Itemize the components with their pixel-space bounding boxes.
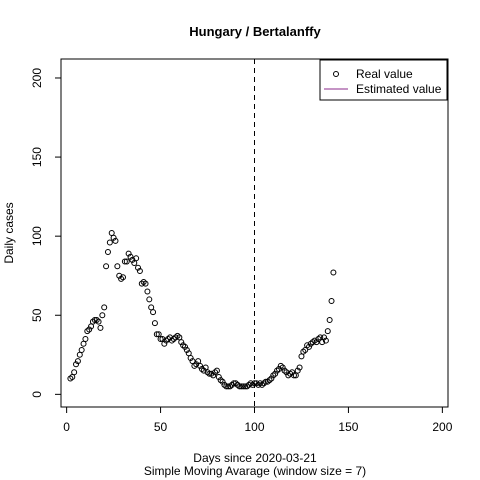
data-point <box>268 375 275 382</box>
data-point <box>251 380 258 387</box>
data-point <box>330 269 337 276</box>
data-point <box>146 296 153 303</box>
legend-real-value-label: Real value <box>356 67 413 81</box>
data-point <box>240 383 247 390</box>
data-point <box>135 264 142 271</box>
data-point <box>129 256 136 263</box>
data-point <box>116 272 123 279</box>
data-point <box>142 280 149 287</box>
data-point <box>99 312 106 319</box>
x-tick-label: 200 <box>432 420 452 434</box>
data-point <box>86 326 93 333</box>
data-point <box>157 335 164 342</box>
legend-estimated-value-label: Estimated value <box>356 82 442 96</box>
data-point <box>230 380 237 387</box>
data-point <box>112 237 119 244</box>
data-point <box>200 367 207 374</box>
data-point <box>313 339 320 346</box>
data-point <box>294 367 301 374</box>
data-point <box>296 364 303 371</box>
y-axis: 0 50 100 150 200 <box>30 68 61 398</box>
data-point <box>82 335 89 342</box>
data-point <box>104 248 111 255</box>
data-point <box>71 369 78 376</box>
data-point <box>290 372 297 379</box>
y-tick-label: 150 <box>30 147 44 167</box>
legend-box <box>319 59 448 101</box>
data-point <box>223 383 230 390</box>
data-point <box>283 369 290 376</box>
data-point <box>213 367 220 374</box>
data-point <box>321 334 328 341</box>
data-point <box>215 373 222 380</box>
data-point <box>136 267 143 274</box>
x-axis-sublabel: Simple Moving Avarage (window size = 7) <box>144 464 366 478</box>
data-point <box>236 383 243 390</box>
data-point <box>197 362 204 369</box>
data-point <box>74 358 81 365</box>
data-point <box>324 328 331 335</box>
data-point <box>150 309 157 316</box>
data-point <box>178 339 185 346</box>
x-axis-label: Days since 2020-03-21 <box>193 451 317 465</box>
data-point <box>153 331 160 338</box>
chart-title: Hungary / Bertalanffy <box>189 24 321 39</box>
data-point <box>78 347 85 354</box>
data-point <box>151 320 158 327</box>
legend: Real value Estimated value <box>319 59 448 101</box>
x-tick-label: 150 <box>338 420 358 434</box>
data-point <box>127 253 134 260</box>
data-point <box>272 370 279 377</box>
data-point <box>187 354 194 361</box>
data-point <box>97 324 104 331</box>
data-point <box>322 337 329 344</box>
data-point <box>225 383 232 390</box>
data-point <box>103 263 110 270</box>
data-point <box>110 234 117 241</box>
data-point <box>326 317 333 323</box>
data-point <box>91 317 98 323</box>
data-point <box>114 263 121 270</box>
data-point <box>95 318 102 325</box>
data-point <box>166 334 173 341</box>
data-point <box>119 274 126 281</box>
data-point <box>289 369 296 376</box>
data-point <box>305 343 312 350</box>
data-point <box>106 239 113 246</box>
legend-real-value-marker <box>333 71 339 77</box>
data-point <box>219 378 226 385</box>
x-axis: 0 50 100 150 200 <box>63 407 453 434</box>
y-tick-label: 50 <box>30 308 44 322</box>
data-point <box>210 372 217 379</box>
data-point <box>328 298 335 305</box>
data-point <box>262 378 269 385</box>
data-point <box>121 258 128 265</box>
data-point <box>123 258 130 265</box>
y-tick-label: 0 <box>30 391 44 398</box>
x-tick-label: 100 <box>244 420 264 434</box>
data-point <box>181 343 188 350</box>
x-tick-label: 0 <box>63 420 70 434</box>
data-point <box>161 340 168 347</box>
y-axis-label: Daily cases <box>2 202 16 263</box>
data-point <box>133 255 140 262</box>
data-point <box>125 250 132 257</box>
data-point <box>193 361 200 368</box>
data-point <box>144 288 151 295</box>
x-tick-label: 50 <box>154 420 168 434</box>
data-point <box>238 383 245 390</box>
data-point <box>206 370 213 377</box>
data-point <box>242 383 249 390</box>
y-tick-label: 200 <box>30 68 44 88</box>
y-tick-label: 100 <box>30 226 44 246</box>
data-point <box>275 366 282 373</box>
real-value-points <box>67 230 337 390</box>
data-point <box>73 361 80 368</box>
data-point <box>101 304 108 311</box>
data-point <box>279 364 286 371</box>
data-point <box>183 347 190 354</box>
